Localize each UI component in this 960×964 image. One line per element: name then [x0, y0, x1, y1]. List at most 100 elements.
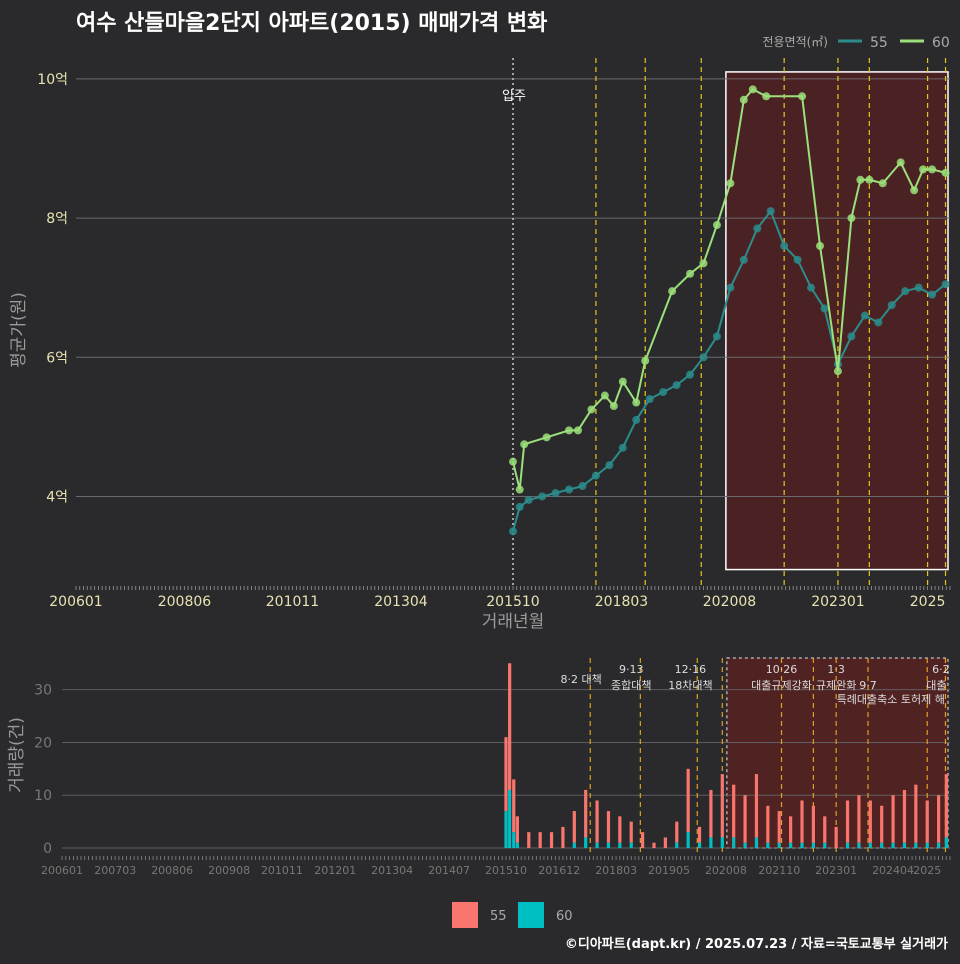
- data-point-60: [600, 391, 609, 400]
- x-tick-label: 201011: [266, 594, 319, 610]
- bar-60: [709, 837, 713, 848]
- bar-55: [720, 774, 724, 838]
- data-point-55: [538, 492, 547, 501]
- bar-55: [606, 811, 611, 843]
- data-point-60: [726, 179, 735, 188]
- bar-55: [527, 832, 531, 848]
- data-point-55: [887, 301, 896, 310]
- bar-60: [515, 842, 519, 848]
- policy-annotation: 대출규제강화: [751, 679, 812, 692]
- price-chart: 4억 6억 8억 10억 200601 200806 201011 201304 201510 2…: [9, 58, 951, 632]
- bar-60: [800, 842, 804, 848]
- bar-60: [789, 842, 793, 848]
- x-tick-label: 2025: [910, 594, 946, 610]
- x-tick-label: 201304: [374, 594, 428, 610]
- bar-55: [515, 816, 519, 843]
- bar-55: [549, 832, 554, 848]
- data-point-55: [591, 471, 600, 480]
- x-tick-label: 200806: [158, 594, 212, 610]
- x-tick-label: 201304: [371, 864, 413, 877]
- bar-55: [880, 805, 884, 843]
- x-tick-label: 202301: [815, 864, 857, 877]
- bar-55: [857, 795, 861, 843]
- data-point-60: [739, 95, 748, 104]
- bar-55: [732, 784, 736, 838]
- bar-60: [697, 842, 702, 848]
- policy-annotation: 12·16: [675, 663, 707, 676]
- data-point-60: [712, 221, 721, 230]
- data-point-55: [672, 381, 681, 390]
- bar-55: [538, 832, 542, 848]
- bar-60: [823, 842, 827, 848]
- y-tick-label: 10: [34, 788, 52, 804]
- bar-55: [914, 784, 918, 843]
- legends: 전용면적(㎡) 55 60 55 60: [452, 35, 950, 928]
- y-tick-label: 0: [43, 841, 52, 857]
- data-point-60: [816, 241, 825, 250]
- bar-55: [868, 800, 872, 843]
- data-point-55: [659, 388, 668, 397]
- bar-55: [834, 826, 838, 848]
- legend-label-bar-55: 55: [490, 909, 507, 924]
- bar-55: [652, 842, 656, 848]
- y-tick-label: 10억: [37, 72, 68, 88]
- bar-55: [937, 795, 941, 843]
- policy-annotation: 9·7: [859, 679, 877, 692]
- bar-55: [641, 832, 645, 848]
- policy-annotation: 9·13: [619, 663, 644, 676]
- policy-annotation: 6·2: [932, 663, 950, 676]
- bar-60: [743, 842, 747, 848]
- data-point-55: [686, 370, 695, 379]
- bar-55: [766, 805, 770, 843]
- data-point-55: [712, 332, 721, 341]
- data-point-55: [941, 280, 950, 289]
- bar-55: [777, 811, 781, 843]
- data-point-55: [509, 527, 517, 536]
- data-point-60: [509, 457, 517, 466]
- x-tick-label: 201510: [486, 594, 539, 610]
- data-point-60: [668, 287, 677, 296]
- data-point-55: [605, 461, 614, 470]
- bar-55: [823, 816, 827, 843]
- x-tick-label: 2025: [913, 864, 941, 877]
- bar-60: [766, 842, 770, 848]
- x-tick-label: 201803: [595, 864, 637, 877]
- bar-60: [811, 842, 815, 848]
- bar-60: [902, 842, 907, 848]
- x-tick-label: 201612: [538, 864, 580, 877]
- x-tick-label: 202301: [811, 594, 864, 610]
- y-axis-title: 평균가(원): [9, 292, 29, 368]
- data-point-55: [726, 283, 735, 292]
- data-point-60: [833, 367, 842, 376]
- data-point-60: [632, 398, 641, 407]
- y-tick-label: 6억: [46, 350, 68, 366]
- bar-55: [512, 779, 516, 833]
- data-point-55: [793, 255, 802, 264]
- x-tick-label: 202008: [703, 594, 756, 610]
- y-tick-label: 20: [34, 735, 52, 751]
- data-point-60: [686, 269, 695, 278]
- data-point-60: [919, 165, 928, 174]
- bar-60: [720, 837, 724, 848]
- bar-60: [508, 789, 512, 848]
- data-point-55: [578, 482, 587, 491]
- bar-55: [663, 837, 667, 848]
- data-point-55: [914, 283, 923, 292]
- legend-swatch-bar-55: [452, 902, 478, 928]
- data-point-55: [739, 255, 748, 264]
- bar-55: [891, 795, 895, 843]
- bar-60: [629, 842, 633, 848]
- policy-annotation: 1·3: [827, 663, 845, 676]
- bar-55: [561, 826, 565, 848]
- bar-55: [595, 800, 599, 843]
- data-point-55: [860, 311, 869, 320]
- bar-60: [584, 837, 588, 848]
- bar-60: [944, 837, 948, 848]
- policy-annotation: 10·26: [766, 663, 798, 676]
- bar-60: [914, 842, 918, 848]
- bar-60: [857, 842, 861, 848]
- bar-60: [732, 837, 736, 848]
- bar-55: [800, 800, 804, 843]
